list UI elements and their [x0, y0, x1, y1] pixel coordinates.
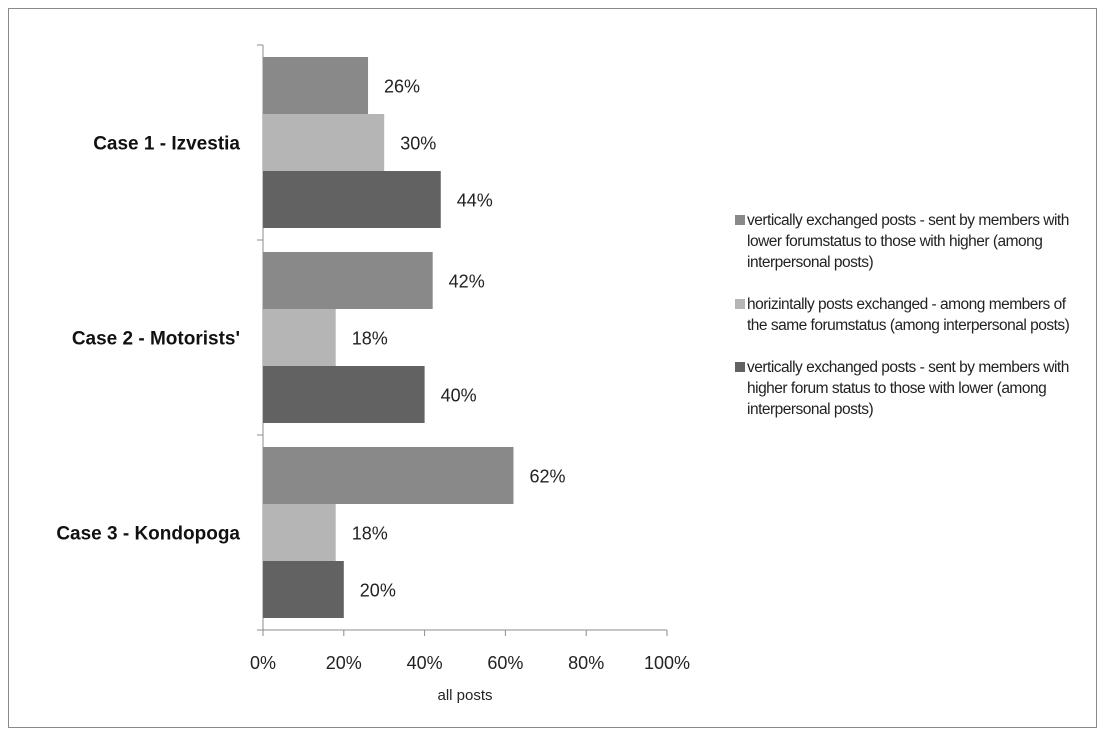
legend-item-series-3: vertically exchanged posts - sent by mem… [735, 357, 1080, 420]
x-axis-title: all posts [437, 687, 492, 704]
legend: vertically exchanged posts - sent by mem… [735, 210, 1080, 441]
data-label: 40% [441, 386, 477, 406]
data-label: 26% [384, 77, 420, 97]
category-label: Case 1 - Izvestia [93, 134, 240, 155]
data-label: 42% [449, 272, 485, 292]
chart-frame [8, 8, 1097, 728]
legend-item-series-2: horizintally posts exchanged - among mem… [735, 294, 1080, 336]
category-label: Case 3 - Kondopoga [56, 524, 240, 545]
data-label: 62% [529, 467, 565, 487]
data-label: 18% [352, 329, 388, 349]
legend-swatch-series-1 [735, 215, 745, 225]
legend-swatch-series-2 [735, 299, 745, 309]
bar-series-1 [263, 447, 514, 504]
x-tick-label: 20% [326, 653, 362, 673]
x-tick-label: 80% [568, 653, 604, 673]
x-tick-label: 100% [644, 653, 690, 673]
category-label: Case 2 - Motorists' [72, 329, 240, 350]
legend-label-series-3: vertically exchanged posts - sent by mem… [747, 359, 1069, 418]
labels: 0% 20% 40% 60% 80% 100% all posts Case 1 - Izve… [56, 77, 690, 705]
bar-series-2 [263, 309, 336, 366]
x-tick-label: 0% [250, 653, 276, 673]
legend-label-series-1: vertically exchanged posts - sent by mem… [747, 212, 1069, 271]
bars [263, 57, 514, 618]
data-label: 18% [352, 524, 388, 544]
data-label: 44% [457, 191, 493, 211]
legend-label-series-2: horizintally posts exchanged - among mem… [747, 296, 1070, 334]
data-label: 20% [360, 581, 396, 601]
bar-series-1 [263, 57, 369, 114]
bar-series-3 [263, 561, 344, 618]
legend-item-series-1: vertically exchanged posts - sent by mem… [735, 210, 1080, 273]
x-tick-label: 60% [487, 653, 523, 673]
bar-series-1 [263, 252, 433, 309]
bar-series-3 [263, 171, 441, 228]
bar-series-2 [263, 504, 336, 561]
bar-series-2 [263, 114, 385, 171]
data-label: 30% [400, 134, 436, 154]
legend-swatch-series-3 [735, 362, 745, 372]
bar-series-3 [263, 366, 425, 423]
x-tick-label: 40% [407, 653, 443, 673]
